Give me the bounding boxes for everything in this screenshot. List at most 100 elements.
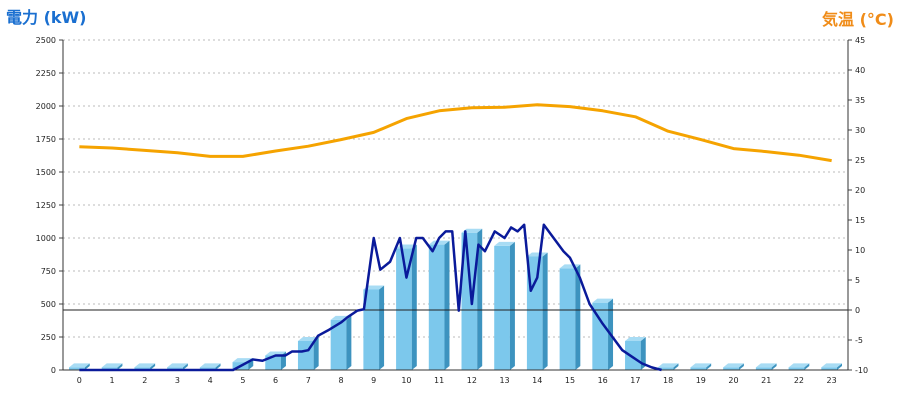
bar [396, 248, 412, 370]
right-tick-label: 15 [855, 216, 865, 225]
bar-top [297, 336, 319, 341]
bar-top [134, 363, 156, 368]
bar-top [461, 228, 483, 233]
x-tick-label: 19 [696, 376, 706, 385]
bar-side [575, 264, 581, 370]
bar [755, 367, 772, 370]
x-tick-label: 10 [401, 376, 411, 385]
right-tick-label: 40 [855, 66, 865, 75]
power-line [79, 223, 662, 372]
bar [723, 367, 739, 370]
bar-side [738, 363, 744, 370]
temperature-line [79, 103, 832, 163]
x-tick-label: 7 [306, 376, 311, 385]
x-tick-label: 23 [827, 376, 837, 385]
right-tick-label: 20 [855, 186, 865, 195]
x-tick-label: 13 [499, 376, 509, 385]
bar-side [182, 363, 188, 370]
bar-top [69, 363, 90, 368]
bar [657, 367, 674, 370]
x-tick-label: 12 [467, 376, 477, 385]
bar-top [690, 363, 712, 368]
left-tick-label: 1750 [36, 135, 56, 144]
right-tick-label: 35 [855, 96, 865, 105]
bar-side [379, 285, 385, 370]
bar-top [526, 252, 548, 257]
right-tick-label: -5 [855, 336, 863, 345]
bar-top [723, 363, 744, 368]
left-tick-label: 250 [41, 333, 56, 342]
x-tick-label: 1 [110, 376, 115, 385]
bar-side [673, 363, 679, 370]
bar-top [199, 363, 221, 368]
right-tick-label: 45 [855, 36, 865, 45]
right-tick-label: 5 [855, 276, 860, 285]
left-tick-label: 1250 [36, 201, 56, 210]
bar [134, 367, 151, 370]
bar [559, 268, 576, 370]
bar-top [821, 363, 842, 368]
left-tick-label: 2500 [36, 36, 56, 45]
left-tick-label: 0 [51, 366, 56, 375]
bar-top [788, 363, 810, 368]
bar [330, 319, 347, 370]
bar [625, 340, 641, 370]
x-tick-label: 17 [630, 376, 640, 385]
x-tick-label: 0 [77, 376, 82, 385]
bar-side [542, 252, 548, 370]
x-tick-label: 20 [728, 376, 738, 385]
right-tick-label: 25 [855, 156, 865, 165]
x-tick-label: 21 [761, 376, 771, 385]
left-tick-label: 1500 [36, 168, 56, 177]
bar [69, 367, 85, 370]
bar-top [363, 285, 385, 290]
x-tick-label: 22 [794, 376, 804, 385]
bar-side [313, 336, 319, 370]
right-axis-title: 気温 (°C) [822, 10, 894, 29]
bar-top [592, 298, 614, 303]
bar [821, 367, 837, 370]
left-tick-label: 1000 [36, 234, 56, 243]
bar-side [117, 363, 123, 370]
bar [461, 232, 478, 370]
bar-side [771, 363, 777, 370]
left-tick-label: 2000 [36, 102, 56, 111]
bar-top [428, 240, 450, 245]
left-tick-label: 500 [41, 300, 56, 309]
bar-side [706, 363, 712, 370]
x-tick-label: 3 [175, 376, 180, 385]
bar-side [804, 363, 810, 370]
bar-side [150, 363, 156, 370]
x-tick-label: 15 [565, 376, 575, 385]
x-tick-label: 8 [338, 376, 343, 385]
right-tick-label: 0 [855, 306, 860, 315]
bar-top [625, 336, 646, 341]
x-tick-label: 2 [142, 376, 147, 385]
x-tick-label: 16 [598, 376, 608, 385]
bar-side [215, 363, 221, 370]
bar [428, 244, 445, 370]
bar-top [167, 363, 188, 368]
bar-top [657, 363, 679, 368]
bar [788, 367, 805, 370]
bar [690, 367, 707, 370]
bar-side [444, 240, 450, 370]
bar [199, 367, 216, 370]
x-tick-label: 18 [663, 376, 673, 385]
bar [101, 367, 118, 370]
x-tick-label: 11 [434, 376, 444, 385]
x-tick-label: 14 [532, 376, 542, 385]
left-axis-title: 電力 (kW) [6, 8, 87, 27]
bar [592, 302, 609, 370]
bar-top [494, 241, 515, 246]
left-tick-label: 2250 [36, 69, 56, 78]
x-tick-label: 9 [371, 376, 376, 385]
bar-side [836, 363, 842, 370]
bar-side [411, 244, 417, 370]
bar-side [84, 363, 90, 370]
x-tick-label: 4 [208, 376, 213, 385]
bar-side [509, 241, 515, 370]
x-tick-label: 5 [240, 376, 245, 385]
